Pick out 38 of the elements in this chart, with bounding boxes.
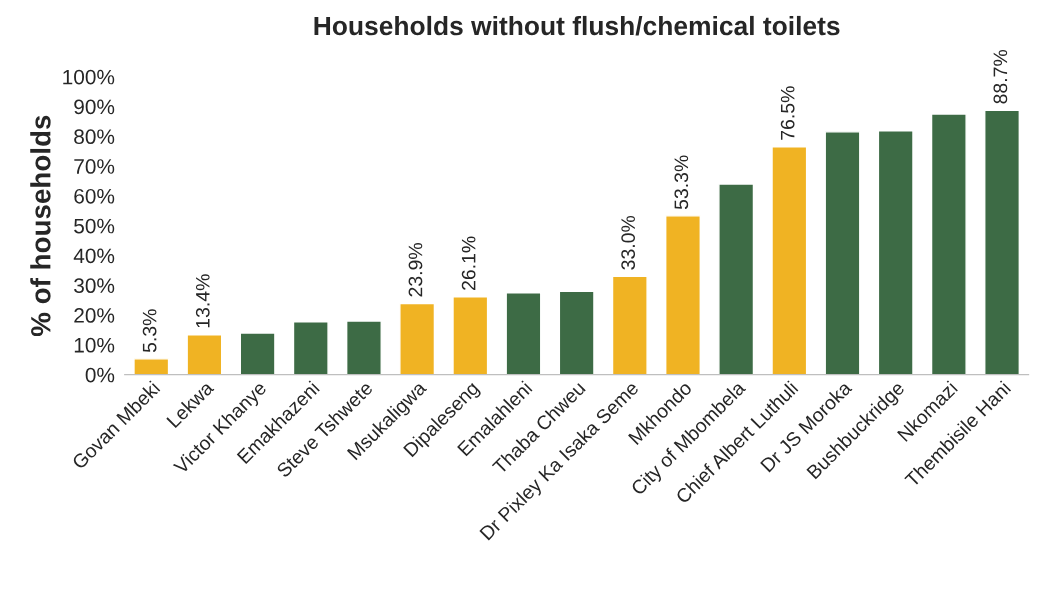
y-tick-label: 0% bbox=[85, 367, 115, 383]
data-label: 88.7% bbox=[993, 49, 1008, 104]
bar bbox=[718, 183, 755, 375]
data-label: 76.5% bbox=[780, 86, 795, 140]
y-tick-label: 20% bbox=[74, 308, 115, 323]
y-tick-label: 90% bbox=[74, 99, 115, 115]
bar bbox=[665, 215, 701, 375]
y-tick-label: 10% bbox=[74, 337, 115, 353]
bar bbox=[611, 275, 648, 375]
data-label: 23.9% bbox=[408, 243, 423, 297]
bar bbox=[186, 334, 223, 375]
chart-title: Households without flush/chemical toilets bbox=[314, 15, 840, 36]
bar bbox=[984, 109, 1020, 375]
bar bbox=[505, 292, 542, 375]
bar bbox=[558, 290, 595, 375]
data-label: 13.4% bbox=[195, 274, 210, 328]
bar bbox=[399, 302, 436, 375]
data-label: 33.0% bbox=[621, 215, 636, 270]
y-tick-label: 70% bbox=[74, 159, 115, 174]
y-tick-label: 60% bbox=[74, 188, 115, 204]
y-tick-label: 80% bbox=[74, 129, 115, 145]
bar bbox=[452, 296, 489, 375]
y-tick-label: 30% bbox=[74, 278, 115, 294]
data-label: 26.1% bbox=[461, 236, 476, 290]
bar bbox=[771, 146, 808, 375]
data-label: 5.3% bbox=[142, 309, 157, 353]
data-label: 53.3% bbox=[674, 155, 689, 210]
bar bbox=[133, 358, 170, 375]
y-tick-label: 40% bbox=[73, 248, 115, 264]
bar bbox=[239, 332, 276, 375]
bar bbox=[292, 321, 329, 375]
y-tick-label: 100% bbox=[63, 69, 115, 85]
y-tick-label: 50% bbox=[74, 218, 115, 234]
bar bbox=[345, 320, 382, 375]
bar bbox=[877, 130, 914, 375]
bar bbox=[930, 113, 967, 375]
y-axis-title: % of households bbox=[30, 115, 51, 337]
bar bbox=[824, 131, 861, 375]
